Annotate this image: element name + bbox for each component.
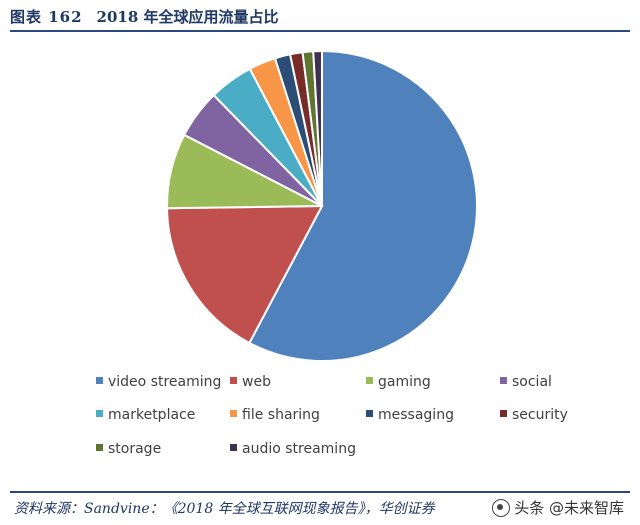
legend-item-security: security [500,407,568,423]
source-note: 资料来源：Sandvine：《2018 年全球互联网现象报告》，华创证券 [14,501,435,517]
legend-item-web: web [230,374,271,390]
legend-swatch [230,410,237,417]
legend-item-video-streaming: video streaming [96,374,221,390]
legend-swatch [96,410,103,417]
figure-number: 图表 162 [10,7,83,26]
watermark-logo-icon [492,498,511,517]
figure-header: 图表 162 2018 年全球应用流量占比 [10,2,630,32]
legend-label: file sharing [242,407,320,423]
legend-label: web [242,374,271,390]
pie-slices [166,49,478,362]
legend-swatch [366,410,373,417]
figure-title: 2018 年全球应用流量占比 [96,7,279,26]
legend-swatch [230,377,237,384]
legend-label: social [512,374,552,390]
legend-label: gaming [378,374,431,390]
legend-swatch [230,444,237,451]
legend-swatch [366,377,373,384]
watermark: 头条 @未来智库 [492,497,624,518]
legend-swatch [96,377,103,384]
legend-label: storage [108,441,161,457]
legend-label: video streaming [108,374,221,390]
legend-item-messaging: messaging [366,407,454,423]
legend-item-audio-streaming: audio streaming [230,441,356,457]
figure-footer: 资料来源：Sandvine：《2018 年全球互联网现象报告》，华创证券 头条 … [10,491,630,523]
legend-label: security [512,407,568,423]
legend-item-marketplace: marketplace [96,407,195,423]
pie-slice-web [166,204,324,345]
legend-item-file-sharing: file sharing [230,407,320,423]
legend-swatch [500,410,507,417]
legend-label: messaging [378,407,454,423]
legend: video streaming web gaming social marketplac… [96,374,568,457]
watermark-text: 头条 @未来智库 [514,499,624,517]
legend-swatch [96,444,103,451]
pie-slice-video-streaming [248,49,478,362]
legend-swatch [500,377,507,384]
legend-label: audio streaming [242,441,356,457]
legend-item-gaming: gaming [366,374,431,390]
pie-slice-audio-streaming [312,49,323,207]
legend-label: marketplace [108,407,195,423]
legend-item-storage: storage [96,441,161,457]
legend-item-social: social [500,374,552,390]
